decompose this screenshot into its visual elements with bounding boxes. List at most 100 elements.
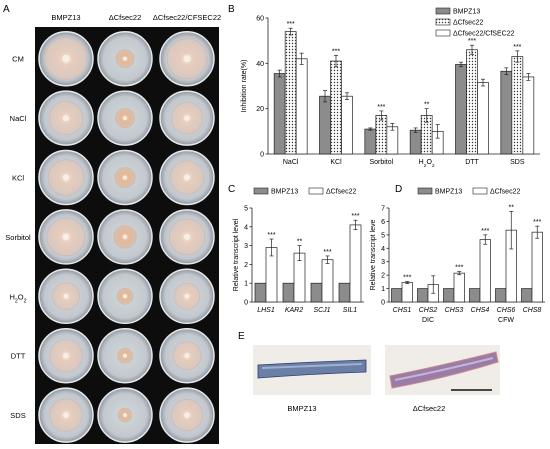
y-tick-label: 4 bbox=[381, 246, 385, 253]
panel-label-c: C bbox=[228, 184, 235, 195]
category-label: LHS1 bbox=[257, 307, 275, 314]
y-tick-label: 0 bbox=[260, 152, 264, 159]
significance-label: ** bbox=[509, 204, 515, 211]
colony-center bbox=[123, 175, 127, 180]
significance-label: *** bbox=[351, 213, 359, 220]
category-label: H2O2 bbox=[419, 159, 435, 169]
colony-center bbox=[62, 54, 70, 63]
y-tick-label: 2 bbox=[244, 262, 248, 269]
colony-center bbox=[123, 116, 127, 121]
colony-center bbox=[123, 353, 127, 358]
colony-center bbox=[63, 352, 69, 359]
legend-swatch bbox=[253, 187, 269, 195]
colony-center bbox=[184, 115, 190, 121]
significance-label: *** bbox=[332, 48, 340, 55]
bar bbox=[386, 126, 399, 155]
legend-swatch bbox=[435, 18, 451, 26]
colony-center bbox=[63, 293, 69, 299]
legend-label: ΔCfsec22 bbox=[453, 20, 483, 27]
bar bbox=[310, 282, 323, 303]
bar bbox=[273, 73, 286, 155]
legend-label: ΔCfsec22 bbox=[326, 189, 356, 196]
category-label: CHS6 bbox=[497, 307, 516, 314]
bar bbox=[284, 31, 297, 155]
y-tick-label: 0 bbox=[381, 300, 385, 307]
colony-center bbox=[183, 233, 191, 241]
legend-label: BMPZ13 bbox=[453, 9, 480, 16]
y-tick-label: 0 bbox=[244, 300, 248, 307]
panel-b: 0 20 40 60 Inhibition rate(%) *** NaCl *** KCl **… bbox=[241, 7, 540, 169]
category-label: CHS2 bbox=[419, 307, 438, 314]
colony-center bbox=[184, 353, 190, 359]
category-label: Sorbitol bbox=[369, 159, 393, 166]
significance-label: *** bbox=[377, 104, 385, 111]
bar bbox=[349, 224, 362, 303]
condition-label-0: CM bbox=[12, 55, 24, 64]
condition-label-6: SDS bbox=[10, 411, 25, 420]
y-tick-label: 4 bbox=[244, 224, 248, 231]
bar bbox=[409, 129, 422, 155]
category-label: KAR2 bbox=[285, 307, 303, 314]
y-axis-label: Inhibition rate(%) bbox=[241, 60, 248, 113]
y-tick-label: 1 bbox=[381, 286, 385, 293]
bar bbox=[391, 288, 403, 303]
hypha-mutant-highlight bbox=[394, 357, 494, 381]
bar bbox=[511, 56, 524, 155]
colony-center bbox=[184, 293, 190, 299]
panel-a: BMPZ13 ΔCfsec22 ΔCfsec22/CFSEC22 CM NaCl K… bbox=[5, 13, 221, 444]
condition-label-2: KCl bbox=[12, 174, 24, 183]
category-label: CHS8 bbox=[523, 307, 542, 314]
bar bbox=[443, 288, 455, 303]
bar bbox=[495, 288, 507, 303]
y-tick-label: 5 bbox=[381, 232, 385, 239]
y-tick-label: 3 bbox=[244, 243, 248, 250]
y-tick-label: 1 bbox=[244, 281, 248, 288]
bar bbox=[477, 82, 489, 155]
colony-center bbox=[183, 55, 191, 63]
panel-d: 0 1 2 3 4 5 6 7 Relative transcript leve *** CHS1 C… bbox=[370, 187, 545, 324]
category-label: DTT bbox=[465, 159, 479, 166]
bar bbox=[466, 49, 478, 155]
colony-center bbox=[183, 174, 191, 181]
group-label: CFW bbox=[498, 317, 514, 324]
legend-swatch bbox=[435, 7, 451, 15]
bar bbox=[417, 288, 429, 303]
legend-label: BMPZ13 bbox=[435, 189, 462, 196]
bar bbox=[521, 288, 533, 303]
y-axis-label: Relative transcript level bbox=[233, 218, 240, 291]
legend-label: ΔCfsec22 bbox=[490, 189, 520, 196]
colony-center bbox=[62, 233, 70, 241]
colony-center bbox=[184, 412, 190, 418]
bar bbox=[453, 272, 465, 303]
category-label: CHS1 bbox=[393, 307, 412, 314]
y-axis-label: Relative transcript leve bbox=[370, 219, 377, 290]
bar bbox=[254, 282, 267, 303]
y-tick-label: 6 bbox=[381, 219, 385, 226]
significance-label: *** bbox=[455, 265, 463, 272]
bar bbox=[500, 70, 513, 155]
colony-center bbox=[123, 56, 127, 61]
bar bbox=[338, 282, 351, 303]
y-tick-label: 40 bbox=[256, 61, 264, 68]
panel-e: BMPZ13 ΔCfsec22 bbox=[253, 345, 500, 413]
micrograph-label-wt: BMPZ13 bbox=[287, 404, 316, 413]
category-label: KCl bbox=[330, 159, 342, 166]
y-tick-label: 5 bbox=[244, 206, 248, 213]
bar bbox=[282, 282, 295, 303]
colony-center bbox=[122, 234, 128, 239]
condition-label-4: H2O2 bbox=[9, 292, 26, 304]
significance-label: *** bbox=[513, 44, 521, 51]
category-label: CHS3 bbox=[445, 307, 464, 314]
significance-label: *** bbox=[481, 228, 489, 235]
category-label: SCJ1 bbox=[313, 307, 330, 314]
bar bbox=[531, 231, 543, 303]
colony-center bbox=[123, 413, 127, 418]
significance-label: ** bbox=[424, 102, 430, 109]
condition-label-1: NaCl bbox=[10, 114, 27, 123]
condition-label-5: DTT bbox=[11, 352, 26, 361]
significance-label: ** bbox=[297, 239, 303, 246]
y-tick-label: 20 bbox=[256, 106, 264, 113]
hypha-wt-highlight bbox=[261, 363, 363, 369]
bar bbox=[295, 58, 308, 155]
